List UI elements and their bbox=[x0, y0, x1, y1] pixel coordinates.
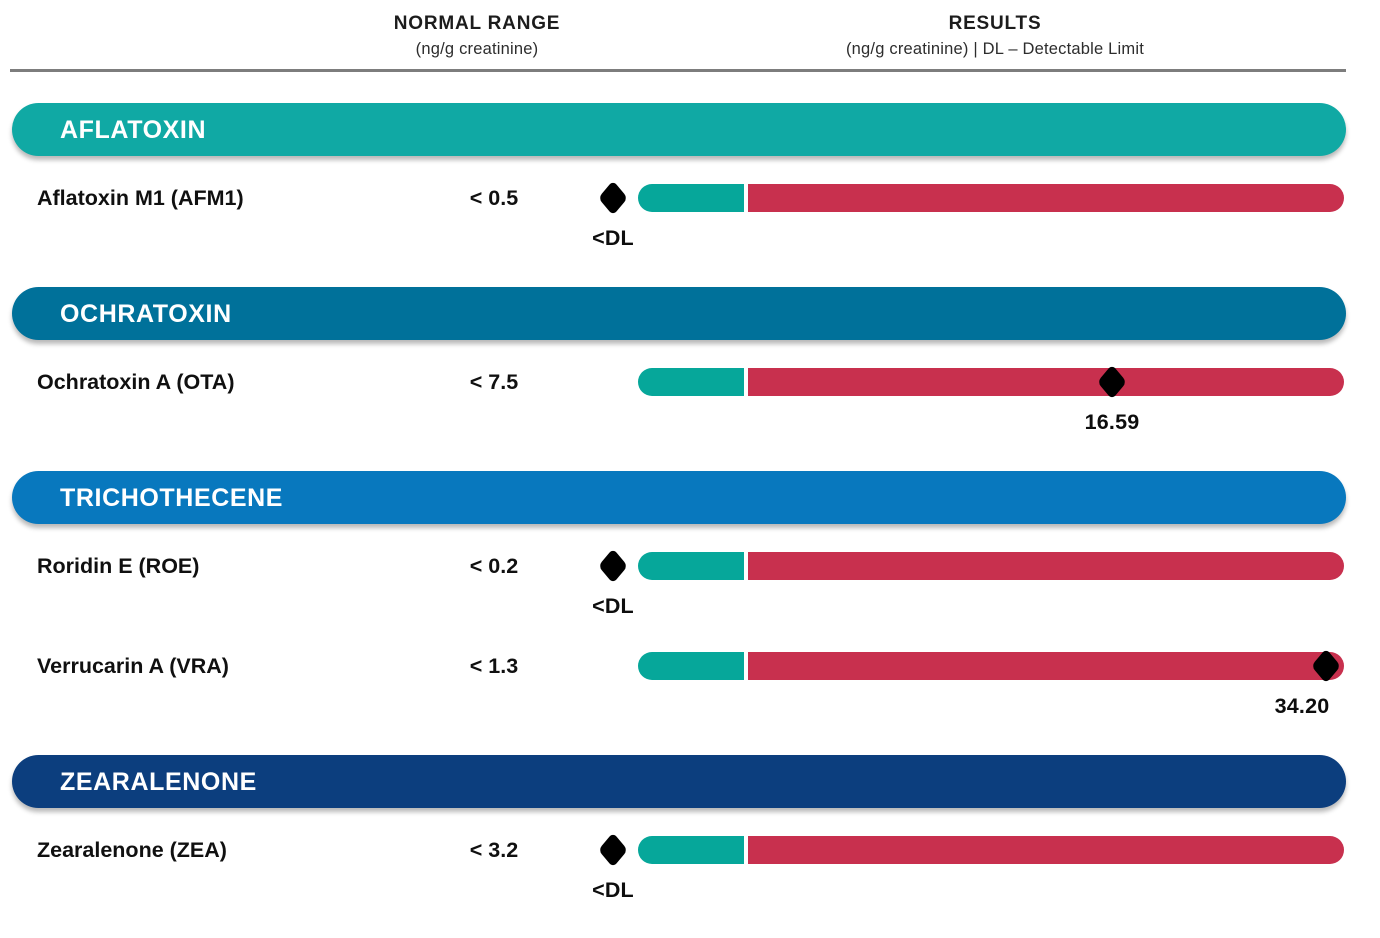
section-trichothecene: TRICHOTHECENE Roridin E (ROE) < 0.2 <DL Verr… bbox=[0, 471, 1380, 722]
result-bar-elevated-zone bbox=[748, 368, 1344, 396]
result-bar-normal-zone bbox=[638, 652, 744, 680]
result-value-label: <DL bbox=[592, 878, 634, 902]
result-value-label: <DL bbox=[592, 594, 634, 618]
section-header-label: AFLATOXIN bbox=[60, 116, 207, 144]
section-header-label: ZEARALENONE bbox=[60, 768, 257, 796]
result-bar bbox=[638, 652, 1344, 680]
result-marker-diamond bbox=[598, 548, 628, 584]
normal-range-column-subtitle: (ng/g creatinine) bbox=[415, 40, 539, 58]
result-bar-elevated-zone bbox=[748, 652, 1344, 680]
section-aflatoxin: AFLATOXIN Aflatoxin M1 (AFM1) < 0.5 <DL bbox=[0, 103, 1380, 254]
analyte-name: Verrucarin A (VRA) bbox=[37, 654, 229, 678]
section-ochratoxin: OCHRATOXIN Ochratoxin A (OTA) < 7.5 16.59 bbox=[0, 287, 1380, 438]
normal-range-value: < 7.5 bbox=[469, 370, 519, 394]
section-header-label: OCHRATOXIN bbox=[60, 300, 232, 328]
header-divider-line bbox=[10, 69, 1346, 72]
section-header-label: TRICHOTHECENE bbox=[60, 484, 284, 512]
result-value-label: 34.20 bbox=[1274, 694, 1330, 718]
analyte-name: Roridin E (ROE) bbox=[37, 554, 200, 578]
normal-range-column-title: NORMAL RANGE bbox=[393, 13, 561, 34]
analyte-name: Ochratoxin A (OTA) bbox=[37, 370, 235, 394]
result-value-label: <DL bbox=[592, 226, 634, 250]
analyte-name: Aflatoxin M1 (AFM1) bbox=[37, 186, 244, 210]
normal-range-value: < 0.2 bbox=[469, 554, 519, 578]
normal-range-value: < 0.5 bbox=[469, 186, 519, 210]
result-bar-elevated-zone bbox=[748, 184, 1344, 212]
section-zearalenone: ZEARALENONE Zearalenone (ZEA) < 3.2 <DL bbox=[0, 755, 1380, 906]
section-header-trichothecene: TRICHOTHECENE bbox=[12, 471, 1346, 524]
result-bar-normal-zone bbox=[638, 368, 744, 396]
analyte-name: Zearalenone (ZEA) bbox=[37, 838, 227, 862]
result-marker-diamond bbox=[598, 180, 628, 216]
results-column-subtitle: (ng/g creatinine) | DL – Detectable Limi… bbox=[845, 40, 1144, 58]
analyte-row: Zearalenone (ZEA) < 3.2 <DL bbox=[0, 832, 1380, 906]
result-bar-normal-zone bbox=[638, 552, 744, 580]
result-bar bbox=[638, 368, 1344, 396]
normal-range-value: < 3.2 bbox=[469, 838, 519, 862]
analyte-row: Ochratoxin A (OTA) < 7.5 16.59 bbox=[0, 364, 1380, 438]
result-bar-normal-zone bbox=[638, 184, 744, 212]
analyte-row: Verrucarin A (VRA) < 1.3 34.20 bbox=[0, 648, 1380, 722]
result-bar bbox=[638, 836, 1344, 864]
section-header-aflatoxin: AFLATOXIN bbox=[12, 103, 1346, 156]
result-bar-normal-zone bbox=[638, 836, 744, 864]
results-column-title: RESULTS bbox=[948, 13, 1042, 34]
result-bar bbox=[638, 184, 1344, 212]
result-bar-elevated-zone bbox=[748, 836, 1344, 864]
section-header-zearalenone: ZEARALENONE bbox=[12, 755, 1346, 808]
result-bar-elevated-zone bbox=[748, 552, 1344, 580]
analyte-row: Roridin E (ROE) < 0.2 <DL bbox=[0, 548, 1380, 622]
report-sections: AFLATOXIN Aflatoxin M1 (AFM1) < 0.5 <DL OCHR… bbox=[0, 70, 1380, 906]
normal-range-value: < 1.3 bbox=[469, 654, 519, 678]
analyte-row: Aflatoxin M1 (AFM1) < 0.5 <DL bbox=[0, 180, 1380, 254]
result-value-label: 16.59 bbox=[1084, 410, 1140, 434]
result-bar bbox=[638, 552, 1344, 580]
section-header-ochratoxin: OCHRATOXIN bbox=[12, 287, 1346, 340]
result-marker-diamond bbox=[598, 832, 628, 868]
